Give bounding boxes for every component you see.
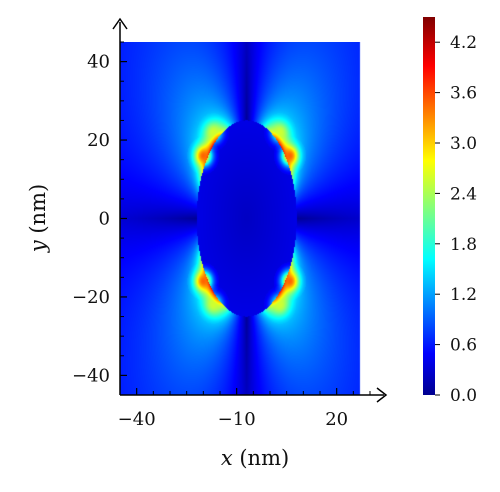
colorbar-tick-label: 1.2 <box>450 285 477 305</box>
y-tick-label: 20 <box>87 130 110 151</box>
heatmap-field <box>120 42 370 395</box>
colorbar-tick-label: 3.0 <box>450 134 477 154</box>
y-axis: −40 −20 0 20 40 y (nm) <box>26 17 128 396</box>
y-axis-label: y (nm) <box>26 184 50 253</box>
heatmap-image <box>120 42 370 395</box>
colorbar-tick-label: 1.8 <box>450 235 477 255</box>
colorbar: 0.0 0.6 1.2 1.8 2.4 3.0 3.6 4.2 <box>423 17 477 406</box>
y-tick-label: 40 <box>87 52 110 73</box>
y-tick-label: −20 <box>72 287 110 308</box>
x-axis-arrow-icon <box>376 387 388 403</box>
colorbar-gradient <box>423 17 435 395</box>
x-tick-label: −40 <box>118 409 156 430</box>
colorbar-tick-label: 3.6 <box>450 84 477 104</box>
y-axis-arrow-icon <box>112 17 128 30</box>
x-tick-label: −10 <box>218 409 256 430</box>
colorbar-tick-label: 0.6 <box>450 336 477 356</box>
colorbar-tick-label: 0.0 <box>450 386 477 406</box>
x-axis: −40 −10 20 x (nm) <box>118 387 388 470</box>
y-tick-label: −40 <box>72 365 110 386</box>
y-tick-label: 0 <box>99 209 110 230</box>
colorbar-tick-label: 2.4 <box>450 184 477 204</box>
colorbar-tick-label: 4.2 <box>450 33 477 53</box>
x-tick-label: 20 <box>325 409 348 430</box>
x-axis-label: x (nm) <box>221 446 289 470</box>
